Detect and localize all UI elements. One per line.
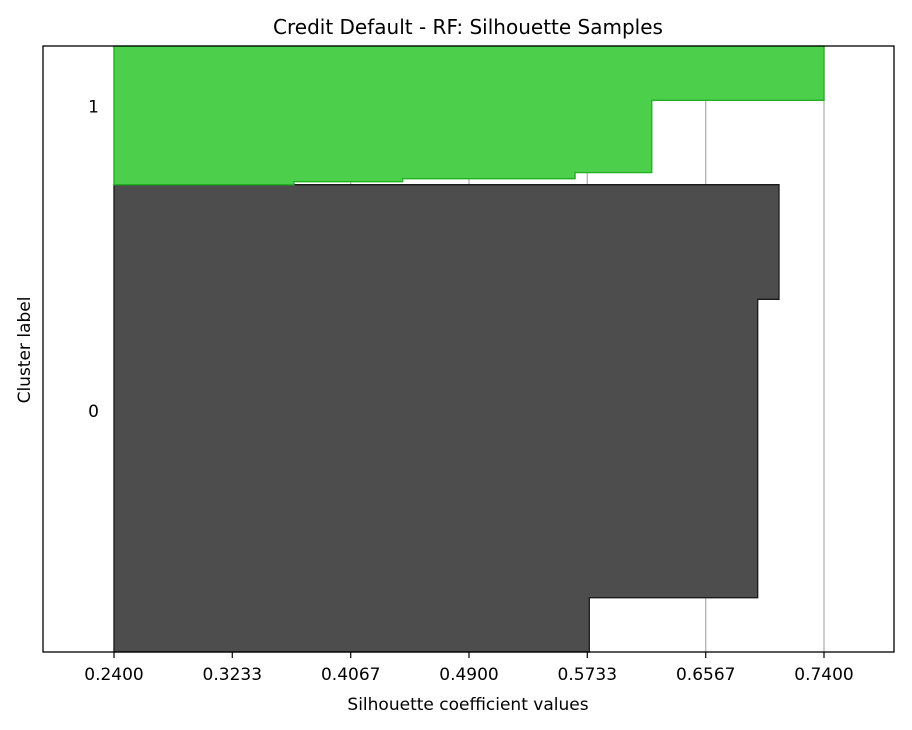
cluster-silhouettes: [113, 45, 825, 653]
cluster-0-silhouette: [113, 184, 780, 653]
x-axis-ticks: 0.2400 0.3233 0.4067 0.4900 0.5733 0.6567 0.74…: [84, 652, 854, 685]
y-tick-label-cluster-1: 1: [88, 97, 99, 117]
x-tick-label-1: 0.3233: [203, 665, 262, 685]
x-tick-label-2: 0.4067: [321, 665, 380, 685]
x-tick-label-4: 0.5733: [558, 665, 617, 685]
chart-title: Credit Default - RF: Silhouette Samples: [273, 15, 663, 39]
y-tick-label-cluster-0: 0: [88, 402, 99, 422]
x-tick-label-6: 0.7400: [794, 665, 853, 685]
x-tick-label-5: 0.6567: [676, 665, 735, 685]
x-tick-label-0: 0.2400: [84, 665, 143, 685]
y-axis-label: Cluster label: [15, 297, 35, 404]
y-axis-ticks: 01: [88, 97, 99, 422]
x-axis-label: Silhouette coefficient values: [347, 695, 588, 715]
x-tick-label-3: 0.4900: [439, 665, 498, 685]
